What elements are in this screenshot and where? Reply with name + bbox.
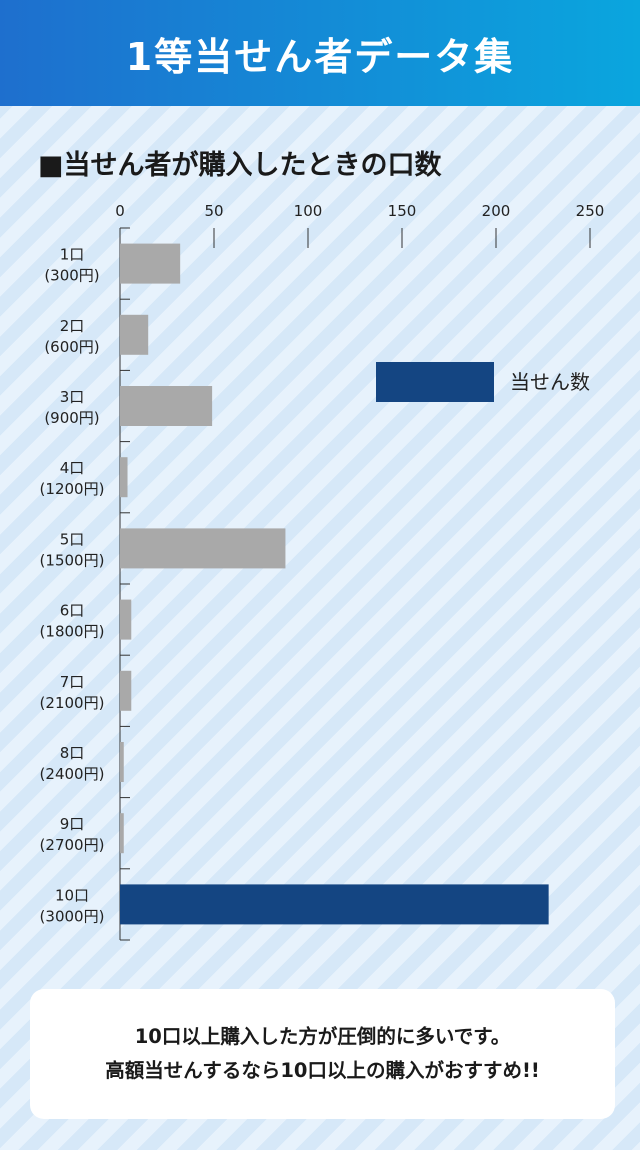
category-sublabel: (1800円) <box>40 623 105 641</box>
category-label: 3口 <box>60 388 85 406</box>
bar <box>120 599 132 640</box>
bar <box>120 243 181 284</box>
category-label: 8口 <box>60 744 85 762</box>
category-sublabel: (2100円) <box>40 694 105 712</box>
category-sublabel: (600円) <box>44 338 99 356</box>
category-sublabel: (1500円) <box>40 551 105 569</box>
category-sublabel: (900円) <box>44 409 99 427</box>
bar-chart: 0 50 100 150 200 250 1口 (300円) 2口 (600円) 3口 (900円) 4… <box>40 202 605 941</box>
header-banner: 1等当せん者データ集 <box>0 0 640 106</box>
summary-note: 10口以上購入した方が圧倒的に多いです。 高額当せんするなら10口以上の購入がお… <box>30 989 615 1119</box>
category-label: 5口 <box>60 530 85 548</box>
summary-line-2: 高額当せんするなら10口以上の購入がおすすめ!! <box>105 1059 540 1082</box>
category-sublabel: (2700円) <box>40 836 105 854</box>
category-label: 7口 <box>60 673 85 691</box>
category-label: 9口 <box>60 815 85 833</box>
page-title: 1等当せん者データ集 <box>125 34 515 79</box>
bar <box>120 742 124 782</box>
bar <box>120 528 286 569</box>
bar <box>120 813 124 854</box>
category-label: 10口 <box>55 886 89 904</box>
chart-title: ■当せん者が購入したときの口数 <box>38 150 442 181</box>
bar <box>120 884 549 925</box>
category-sublabel: (300円) <box>44 267 99 285</box>
bar <box>120 314 149 355</box>
bar <box>120 457 128 498</box>
category-sublabel: (3000円) <box>40 907 105 925</box>
x-tick-label: 50 <box>204 202 223 220</box>
x-tick-label: 0 <box>115 202 125 220</box>
x-tick-label: 100 <box>294 202 323 220</box>
category-label: 1口 <box>60 246 85 264</box>
category-sublabel: (2400円) <box>40 765 105 783</box>
x-tick-label: 150 <box>388 202 417 220</box>
x-tick-label: 200 <box>482 202 511 220</box>
category-label: 4口 <box>60 459 85 477</box>
bar <box>120 670 132 711</box>
summary-line-1: 10口以上購入した方が圧倒的に多いです。 <box>134 1024 511 1048</box>
bar <box>120 386 213 426</box>
category-label: 2口 <box>60 317 85 335</box>
x-tick-label: 250 <box>576 202 605 220</box>
category-label: 6口 <box>60 602 85 620</box>
category-sublabel: (1200円) <box>40 480 105 498</box>
legend-swatch <box>376 362 494 402</box>
legend-label: 当せん数 <box>510 370 590 394</box>
